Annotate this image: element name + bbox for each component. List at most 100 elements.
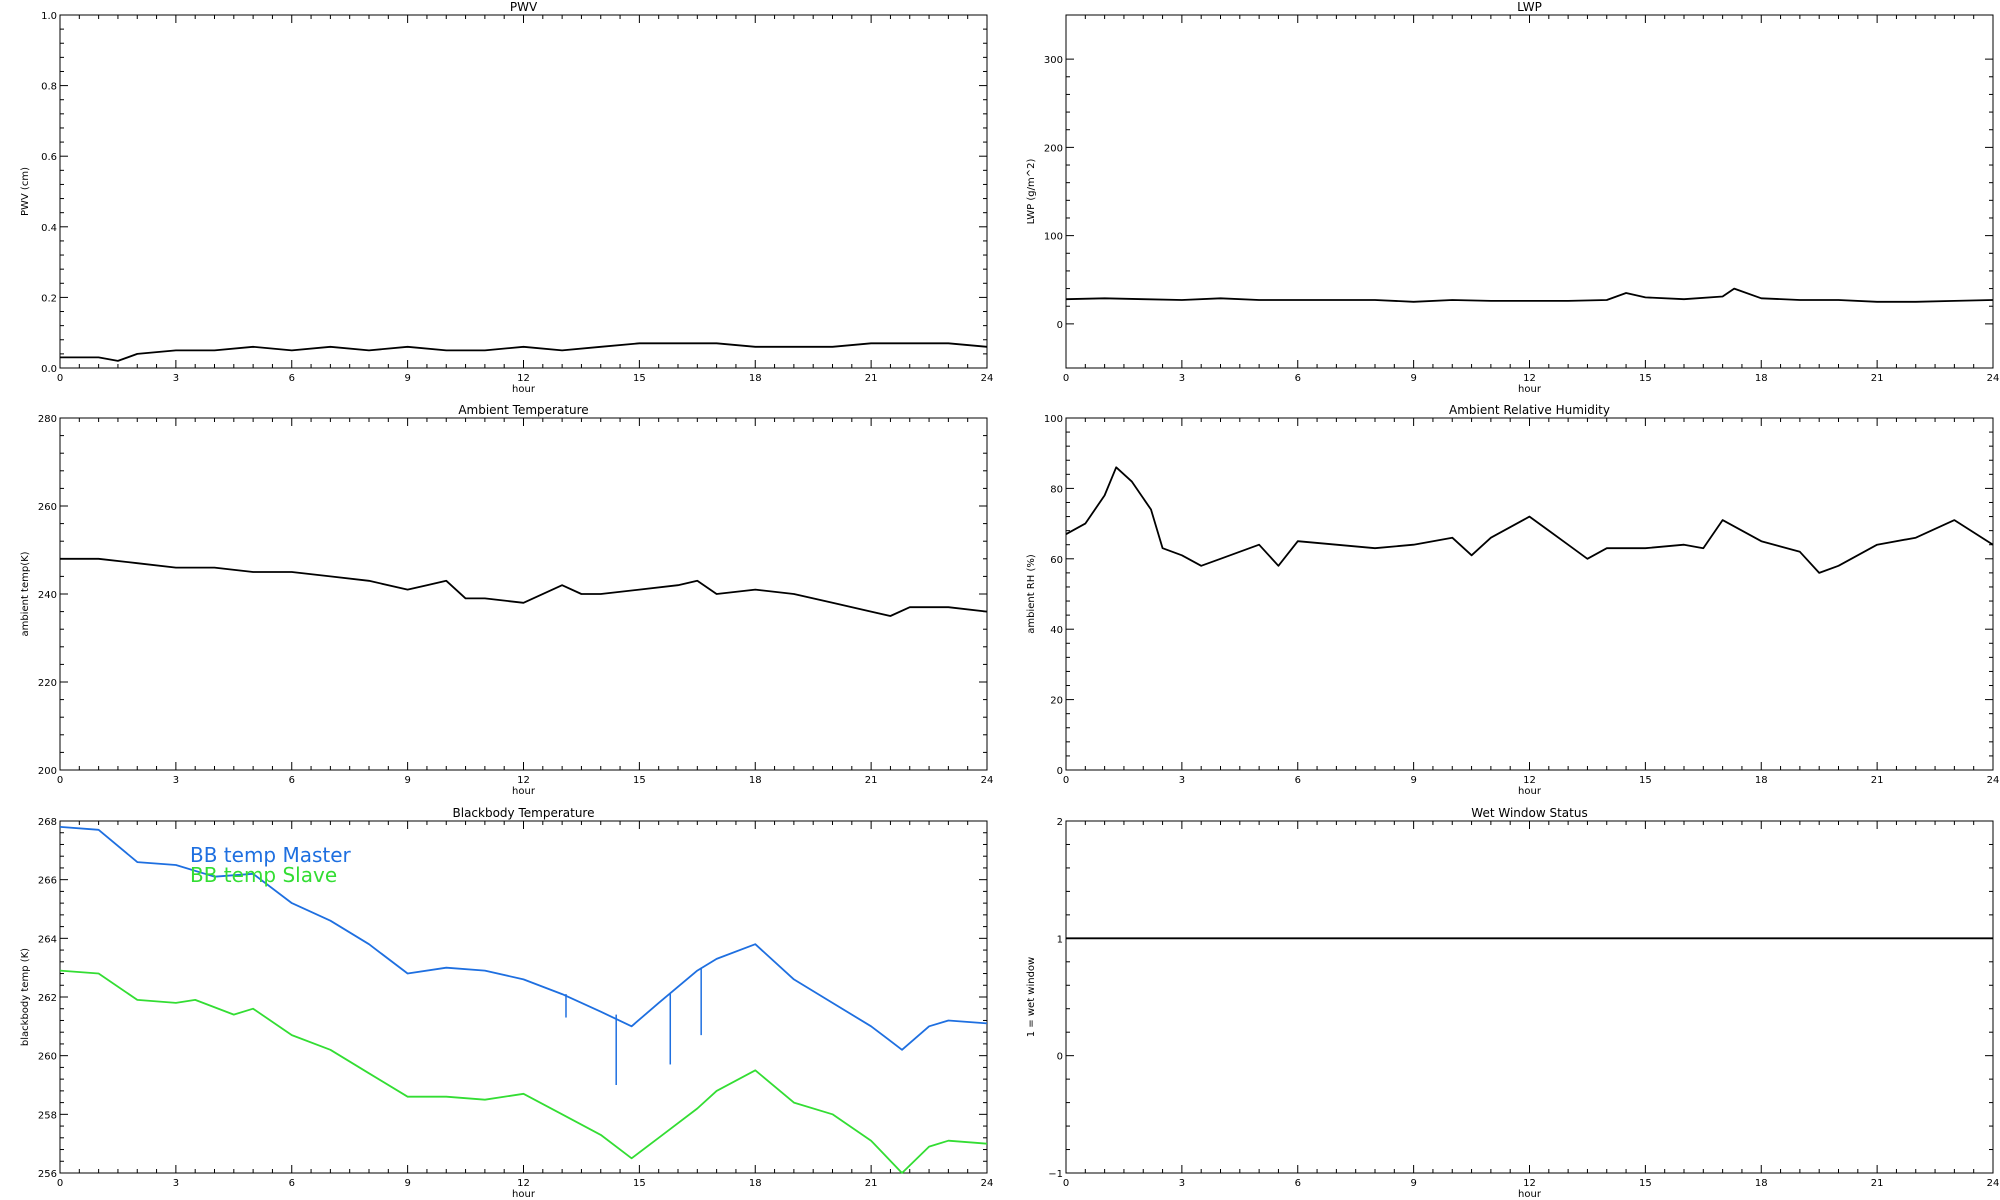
y-tick-label: 60 xyxy=(1050,555,1063,566)
chart-title: Ambient Temperature xyxy=(458,403,588,417)
chart-title: Blackbody Temperature xyxy=(453,806,595,820)
y-axis-label: ambient temp(K) xyxy=(20,551,31,636)
x-tick-label: 3 xyxy=(173,1178,179,1189)
y-tick-label: 256 xyxy=(38,1169,57,1180)
x-tick-label: 9 xyxy=(1410,373,1416,384)
chart-panel-2: LWP 0 3 6 9 12 15 18 21 24 0 100 200 300 hour LWP (g/m^… xyxy=(1026,0,1999,395)
x-tick-label: 9 xyxy=(1410,775,1416,786)
x-tick-label: 6 xyxy=(1295,373,1301,384)
y-tick-label: 300 xyxy=(1044,55,1063,66)
y-tick-label: 280 xyxy=(38,414,57,425)
x-axis-label: hour xyxy=(512,384,536,395)
y-tick-label: 1.0 xyxy=(41,11,57,22)
y-tick-label: 240 xyxy=(38,590,57,601)
x-tick-label: 12 xyxy=(1523,775,1536,786)
x-tick-label: 9 xyxy=(1410,1178,1416,1189)
x-tick-label: 6 xyxy=(289,373,295,384)
chart-title: LWP xyxy=(1517,0,1542,14)
x-tick-label: 0 xyxy=(1063,373,1069,384)
y-tick-label: 0.0 xyxy=(41,364,57,375)
x-tick-label: 18 xyxy=(749,373,762,384)
x-tick-label: 12 xyxy=(517,373,530,384)
x-tick-label: 21 xyxy=(865,373,878,384)
y-tick-label: 20 xyxy=(1050,696,1063,707)
x-tick-label: 18 xyxy=(749,775,762,786)
y-axis-label: blackbody temp (K) xyxy=(20,948,31,1046)
x-tick-label: 24 xyxy=(1987,1178,2000,1189)
x-tick-label: 15 xyxy=(1639,775,1652,786)
x-tick-label: 0 xyxy=(57,1178,63,1189)
x-tick-label: 9 xyxy=(404,373,410,384)
plot-frame xyxy=(1065,417,1994,771)
x-tick-label: 0 xyxy=(57,775,63,786)
x-tick-label: 6 xyxy=(289,1178,295,1189)
y-axis-label: LWP (g/m^2) xyxy=(1026,159,1037,225)
x-tick-label: 24 xyxy=(1987,373,2000,384)
plot-frame xyxy=(1065,820,1994,1174)
y-tick-label: 268 xyxy=(38,817,57,828)
x-tick-label: 12 xyxy=(517,775,530,786)
y-tick-label: 200 xyxy=(38,766,57,777)
y-tick-label: 260 xyxy=(38,502,57,513)
x-tick-label: 3 xyxy=(1179,373,1185,384)
plot-frame xyxy=(59,417,988,771)
y-tick-label: 0.2 xyxy=(41,293,57,304)
x-tick-label: 12 xyxy=(1523,373,1536,384)
y-tick-label: 100 xyxy=(1044,414,1063,425)
y-tick-label: 0 xyxy=(1057,1052,1063,1063)
y-tick-label: 40 xyxy=(1050,625,1063,636)
x-tick-label: 18 xyxy=(749,1178,762,1189)
x-axis-label: hour xyxy=(512,1189,536,1200)
chart-panel-1: PWV 0 3 6 9 12 15 18 21 24 0.0 0.2 0.4 0.6 0.8 1.0 hour P… xyxy=(20,0,993,395)
x-tick-label: 6 xyxy=(1295,775,1301,786)
y-tick-label: 258 xyxy=(38,1110,57,1121)
x-tick-label: 6 xyxy=(289,775,295,786)
x-tick-label: 3 xyxy=(173,373,179,384)
x-axis-label: hour xyxy=(512,786,536,797)
x-tick-label: 24 xyxy=(981,373,994,384)
x-tick-label: 0 xyxy=(1063,1178,1069,1189)
x-tick-label: 15 xyxy=(1639,373,1652,384)
x-tick-label: 24 xyxy=(1987,775,2000,786)
x-tick-label: 24 xyxy=(981,775,994,786)
x-tick-label: 18 xyxy=(1755,1178,1768,1189)
chart-title: Ambient Relative Humidity xyxy=(1449,403,1610,417)
x-tick-label: 21 xyxy=(1871,373,1884,384)
chart-title: Wet Window Status xyxy=(1471,806,1587,820)
y-tick-label: 264 xyxy=(38,934,57,945)
x-axis-label: hour xyxy=(1518,1189,1542,1200)
x-tick-label: 15 xyxy=(1639,1178,1652,1189)
x-tick-label: 12 xyxy=(517,1178,530,1189)
y-tick-label: 100 xyxy=(1044,232,1063,243)
x-axis-label: hour xyxy=(1518,384,1542,395)
y-tick-label: 0.8 xyxy=(41,82,57,93)
y-tick-label: 80 xyxy=(1050,484,1063,495)
x-tick-label: 0 xyxy=(57,373,63,384)
x-tick-label: 18 xyxy=(1755,373,1768,384)
chart-panel-3: Ambient Temperature 0 3 6 9 12 15 18 21 24 200 220 2… xyxy=(20,403,993,797)
x-tick-label: 9 xyxy=(404,775,410,786)
x-tick-label: 6 xyxy=(1295,1178,1301,1189)
y-tick-label: −1 xyxy=(1048,1169,1063,1180)
series-line-2 xyxy=(59,969,988,1174)
y-tick-label: 0 xyxy=(1057,766,1063,777)
legend-entry-2: BB temp Slave xyxy=(190,863,337,887)
chart-panel-4: Ambient Relative Humidity 0 3 6 9 12 15 18 21 24 0… xyxy=(1026,403,1999,797)
series-line-1 xyxy=(1065,287,1994,303)
x-tick-label: 21 xyxy=(865,1178,878,1189)
x-tick-label: 0 xyxy=(1063,775,1069,786)
chart-title: PWV xyxy=(510,0,538,14)
x-tick-label: 15 xyxy=(633,1178,646,1189)
x-tick-label: 3 xyxy=(1179,775,1185,786)
series-line-1 xyxy=(60,557,988,617)
y-tick-label: 0.6 xyxy=(41,152,57,163)
x-axis-label: hour xyxy=(1518,786,1542,797)
series-line-1 xyxy=(60,342,988,362)
plot-frame xyxy=(1065,14,1994,369)
y-tick-label: 0.4 xyxy=(41,223,57,234)
y-tick-label: 200 xyxy=(1044,143,1063,154)
x-tick-label: 15 xyxy=(633,373,646,384)
legend-entry-1: BB temp Master xyxy=(190,843,352,867)
